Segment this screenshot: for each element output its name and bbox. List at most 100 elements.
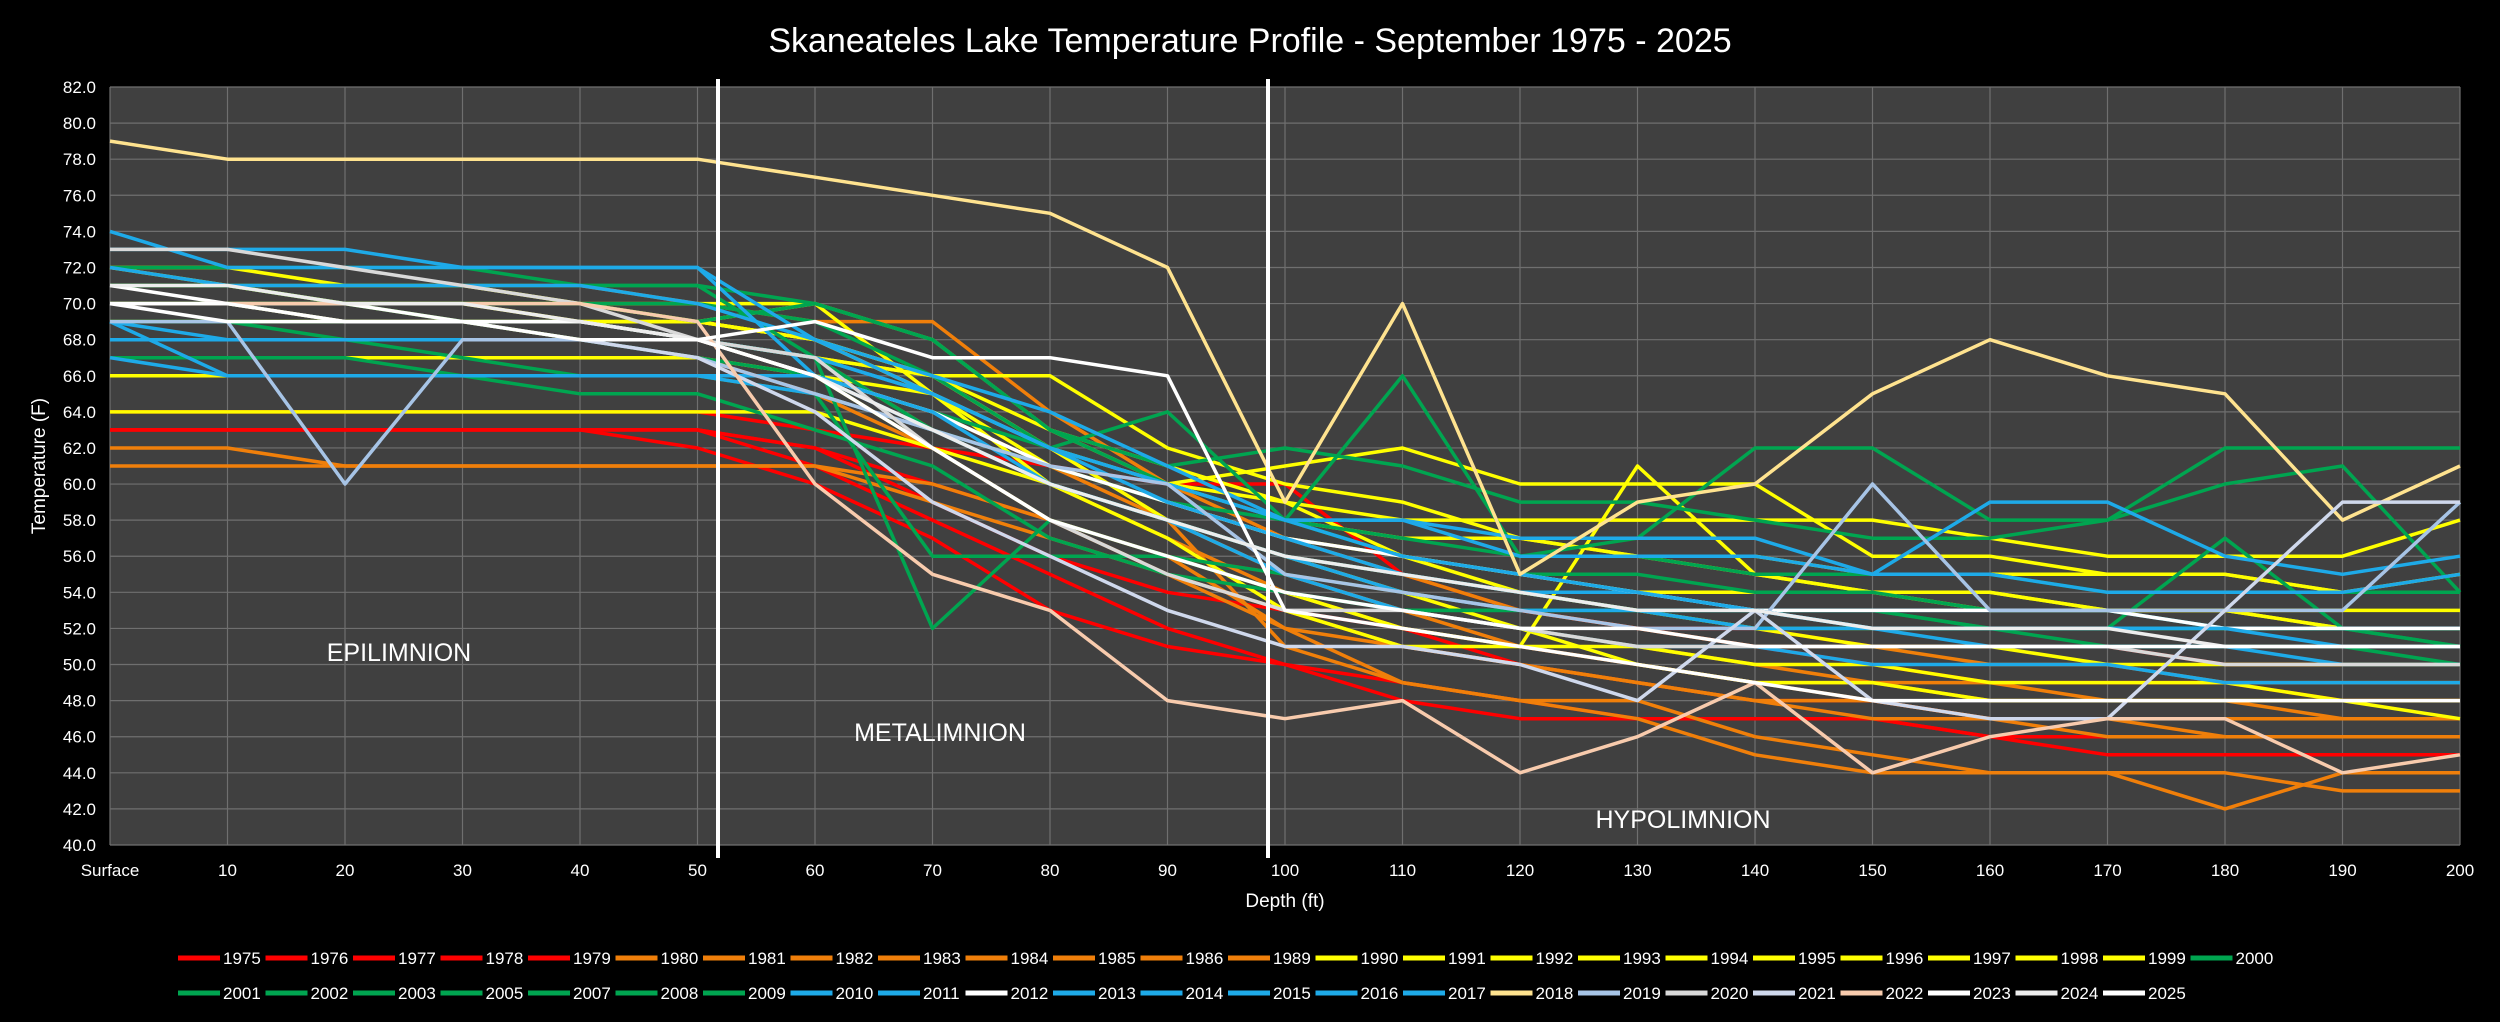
- y-axis-ticks: 40.0 42.0 44.0 46.0 48.0 50.0 52.0 54.0 56.0 58.0…: [63, 78, 96, 855]
- legend-item-1980: 1980: [615, 949, 698, 968]
- series-line-2024: [110, 283, 2460, 649]
- series-line-2022: [110, 301, 2461, 775]
- legend-item-1981: 1981: [703, 949, 786, 968]
- legend-label: 1998: [2061, 949, 2099, 968]
- legend-label: 1983: [923, 949, 961, 968]
- legend-item-2014: 2014: [1140, 984, 1223, 1003]
- legend-label: 2024: [2061, 984, 2099, 1003]
- legend-label: 2001: [223, 984, 261, 1003]
- y-tick-label: 62.0: [63, 439, 96, 458]
- legend-item-1994: 1994: [1665, 949, 1748, 968]
- x-tick-label: 80: [1041, 861, 1060, 880]
- legend-item-2000: 2000: [2190, 949, 2274, 968]
- legend-item-2025: 2025: [2103, 984, 2186, 1003]
- y-tick-label: 50.0: [63, 656, 96, 675]
- legend-label: 2012: [1011, 984, 1049, 1003]
- x-tick-label: 180: [2211, 861, 2239, 880]
- legend-item-1979: 1979: [528, 949, 611, 968]
- y-tick-label: 76.0: [63, 186, 96, 205]
- legend-label: 2009: [748, 984, 786, 1003]
- legend-label: 2021: [1798, 984, 1836, 1003]
- x-tick-label: 20: [336, 861, 355, 880]
- legend-item-2009: 2009: [703, 984, 786, 1003]
- x-tick-label: 70: [923, 861, 942, 880]
- legend-item-1990: 1990: [1315, 949, 1399, 968]
- legend-item-2018: 2018: [1490, 984, 1574, 1003]
- legend-label: 1995: [1798, 949, 1836, 968]
- legend-label: 1996: [1886, 949, 1924, 968]
- legend-item-2024: 2024: [2015, 984, 2099, 1003]
- legend-label: 1990: [1361, 949, 1399, 968]
- y-axis-label: Temperature (F): [29, 398, 50, 534]
- x-tick-label: 140: [1741, 861, 1769, 880]
- legend-label: 1977: [398, 949, 436, 968]
- x-tick-label: 110: [1389, 861, 1416, 880]
- legend-label: 1985: [1098, 949, 1136, 968]
- zone-label-metalimnion: METALIMNION: [854, 719, 1026, 747]
- legend-label: 2025: [2148, 984, 2186, 1003]
- x-tick-label: 120: [1506, 861, 1534, 880]
- series-line-2023: [109, 301, 2460, 703]
- y-tick-label: 44.0: [63, 764, 96, 783]
- y-tick-label: 66.0: [63, 367, 96, 386]
- y-tick-label: 70.0: [63, 295, 96, 314]
- legend-item-2017: 2017: [1403, 984, 1486, 1003]
- legend-label: 1975: [223, 949, 261, 968]
- zone-dividers: [716, 79, 1270, 858]
- legend-item-2022: 2022: [1840, 984, 1923, 1003]
- x-tick-label: 130: [1623, 861, 1651, 880]
- legend-item-1997: 1997: [1928, 949, 2011, 968]
- legend-label: 1989: [1273, 949, 1311, 968]
- x-tick-label: 100: [1271, 861, 1299, 880]
- y-tick-label: 82.0: [63, 78, 96, 97]
- legend-item-2010: 2010: [790, 984, 873, 1003]
- legend-item-1985: 1985: [1053, 949, 1136, 968]
- legend-item-2019: 2019: [1578, 984, 1661, 1003]
- legend-item-1995: 1995: [1753, 949, 1836, 968]
- legend-item-2002: 2002: [265, 984, 348, 1003]
- y-tick-label: 42.0: [63, 800, 96, 819]
- legend-label: 1981: [748, 949, 786, 968]
- legend-item-1991: 1991: [1403, 949, 1486, 968]
- legend-label: 1982: [836, 949, 874, 968]
- x-tick-label: 190: [2328, 861, 2356, 880]
- legend-label: 2018: [1536, 984, 1574, 1003]
- legend-item-1984: 1984: [965, 949, 1048, 968]
- x-tick-label: 90: [1158, 861, 1177, 880]
- x-tick-label: 160: [1976, 861, 2004, 880]
- legend-item-1999: 1999: [2103, 949, 2186, 968]
- legend-label: 2013: [1098, 984, 1136, 1003]
- legend-item-2023: 2023: [1928, 984, 2011, 1003]
- y-tick-label: 52.0: [63, 619, 96, 638]
- series-line-2025: [110, 301, 2460, 649]
- legend-label: 1999: [2148, 949, 2186, 968]
- legend-item-1982: 1982: [790, 949, 874, 968]
- legend-item-2021: 2021: [1753, 984, 1836, 1003]
- legend-label: 2000: [2236, 949, 2274, 968]
- legend-label: 2007: [573, 984, 611, 1003]
- legend-item-1976: 1976: [265, 949, 348, 968]
- legend-label: 1986: [1186, 949, 1224, 968]
- y-tick-label: 74.0: [63, 222, 96, 241]
- legend-item-2012: 2012: [965, 984, 1049, 1003]
- legend-item-1983: 1983: [878, 949, 961, 968]
- legend-item-2011: 2011: [878, 984, 960, 1003]
- legend-label: 2023: [1973, 984, 2011, 1003]
- legend-item-2016: 2016: [1315, 984, 1398, 1003]
- x-tick-label: 50: [688, 861, 707, 880]
- legend-item-1978: 1978: [440, 949, 523, 968]
- chart-title: Skaneateles Lake Temperature Profile - S…: [768, 22, 1731, 60]
- legend-item-2001: 2001: [178, 984, 261, 1003]
- legend-item-2005: 2005: [440, 984, 523, 1003]
- legend-item-2013: 2013: [1053, 984, 1136, 1003]
- x-axis-label: Depth (ft): [1245, 891, 1324, 912]
- legend-item-1992: 1992: [1490, 949, 1573, 968]
- x-tick-label: 200: [2446, 861, 2474, 880]
- legend-label: 2011: [923, 984, 960, 1003]
- legend-item-1998: 1998: [2015, 949, 2099, 968]
- legend-item-2007: 2007: [528, 984, 611, 1003]
- legend-item-2003: 2003: [353, 984, 436, 1003]
- legend-label: 2017: [1448, 984, 1486, 1003]
- y-tick-label: 78.0: [63, 150, 96, 169]
